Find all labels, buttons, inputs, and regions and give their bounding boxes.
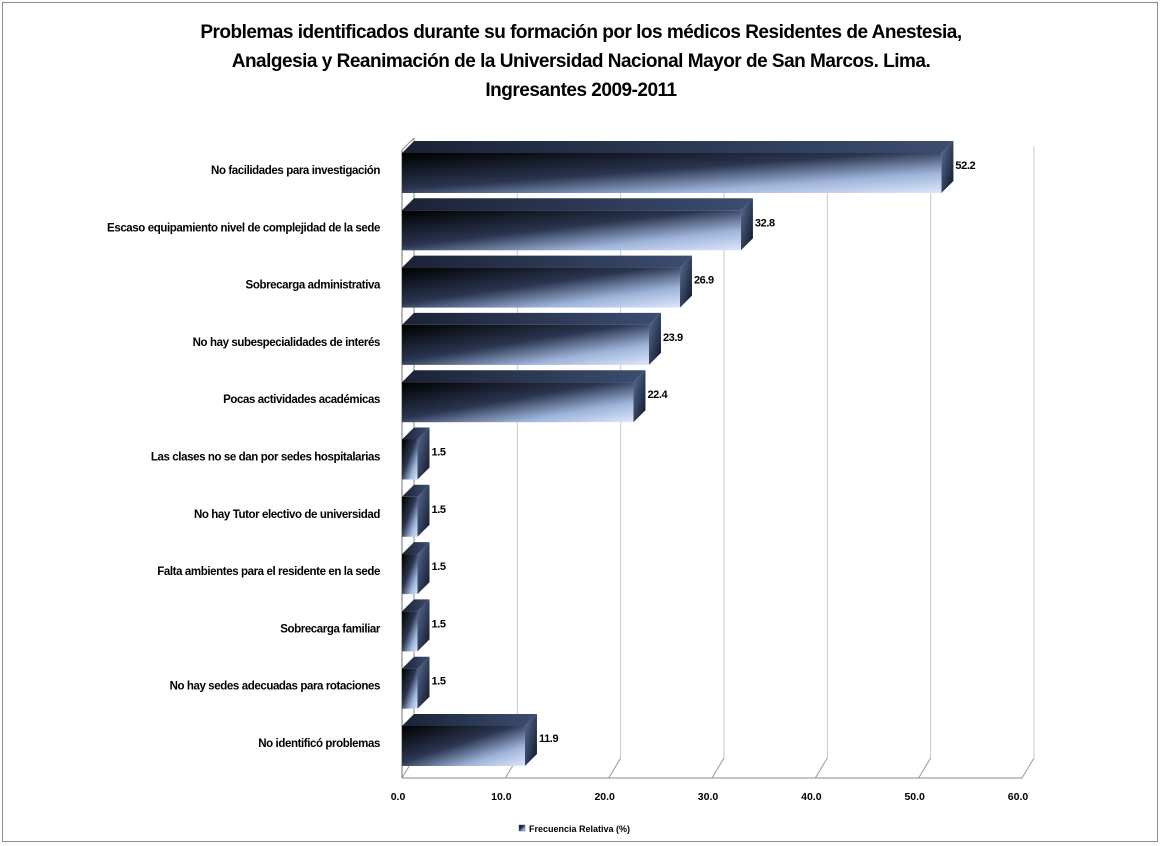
x-tick-label-0: 0.0 bbox=[391, 791, 406, 803]
category-label-2: Sobrecarga administrativa bbox=[246, 280, 381, 292]
value-label-5: 1.5 bbox=[432, 447, 446, 459]
floor-tick-4 bbox=[814, 757, 828, 779]
y-axis-depth-top bbox=[401, 137, 415, 151]
bar-top-4 bbox=[402, 370, 646, 383]
value-label-0: 52.2 bbox=[955, 160, 975, 172]
label-layer: 0.0 10.0 20.0 30.0 40.0 50.0 60.0 No facilidade… bbox=[107, 160, 1028, 803]
bar-8 bbox=[402, 611, 418, 652]
chart-title: Problemas identificados durante su forma… bbox=[0, 18, 1162, 105]
x-tick-label-2: 20.0 bbox=[594, 791, 615, 803]
value-label-8: 1.5 bbox=[432, 618, 446, 630]
category-label-5: Las clases no se dan por sedes hospitala… bbox=[151, 452, 380, 464]
category-label-7: Falta ambientes para el residente en la … bbox=[157, 566, 380, 578]
x-tick-label-1: 10.0 bbox=[491, 791, 512, 803]
value-label-4: 22.4 bbox=[647, 389, 668, 401]
bar-cap-10 bbox=[524, 714, 537, 766]
category-label-0: No facilidades para investigación bbox=[211, 165, 380, 177]
floor-tick-6 bbox=[1021, 757, 1035, 779]
x-tick-label-4: 40.0 bbox=[801, 791, 822, 803]
bar-top-2 bbox=[402, 255, 692, 268]
bar-cap-9 bbox=[417, 656, 430, 709]
chart-title-line-3: Ingresantes 2009-2011 bbox=[485, 80, 677, 101]
bar-cap-5 bbox=[417, 427, 430, 480]
value-label-6: 1.5 bbox=[432, 504, 446, 516]
value-label-1: 32.8 bbox=[755, 217, 775, 229]
floor-tick-2 bbox=[608, 757, 622, 779]
value-label-10: 11.9 bbox=[539, 733, 558, 745]
bar-top-7 bbox=[402, 542, 430, 555]
bar-6 bbox=[402, 496, 418, 537]
bar-top-1 bbox=[402, 198, 753, 211]
category-label-1: Escaso equipamiento nivel de complejidad… bbox=[107, 222, 380, 234]
bar-top-3 bbox=[402, 312, 661, 325]
bar-1 bbox=[402, 210, 741, 251]
bar-cap-3 bbox=[648, 312, 661, 365]
category-label-3: No hay subespecialidades de interés bbox=[193, 337, 380, 349]
x-tick-label-3: 30.0 bbox=[698, 791, 719, 803]
floor-tick-3 bbox=[711, 757, 725, 779]
floor-tick-5 bbox=[918, 757, 932, 779]
legend-label: Frecuencia Relativa (%) bbox=[529, 824, 630, 834]
x-tick-label-5: 50.0 bbox=[904, 791, 925, 803]
category-label-6: No hay Tutor electivo de universidad bbox=[194, 509, 380, 521]
chart-title-line-1: Problemas identificados durante su forma… bbox=[200, 22, 962, 43]
bar-layer bbox=[402, 141, 954, 766]
bar-cap-2 bbox=[679, 255, 692, 308]
bar-cap-7 bbox=[417, 542, 430, 595]
bar-3 bbox=[402, 324, 649, 365]
category-label-9: No hay sedes adecuadas para rotaciones bbox=[170, 681, 380, 693]
bar-5 bbox=[402, 439, 418, 480]
value-label-2: 26.9 bbox=[694, 275, 714, 287]
bar-cap-4 bbox=[633, 370, 646, 423]
bar-9 bbox=[402, 668, 418, 709]
value-label-9: 1.5 bbox=[432, 676, 446, 688]
bar-cap-1 bbox=[740, 198, 753, 251]
bar-top-0 bbox=[402, 141, 954, 153]
bar-top-6 bbox=[402, 484, 430, 497]
x-tick-label-6: 60.0 bbox=[1008, 791, 1029, 803]
bar-cap-6 bbox=[417, 484, 430, 537]
legend-swatch bbox=[518, 824, 526, 832]
bar-0 bbox=[402, 153, 942, 193]
category-label-10: No identificó problemas bbox=[258, 738, 380, 750]
bar-top-9 bbox=[402, 656, 430, 669]
bar-7 bbox=[402, 554, 418, 595]
value-label-7: 1.5 bbox=[432, 561, 446, 573]
bar-2 bbox=[402, 267, 680, 308]
bar-top-8 bbox=[402, 599, 430, 612]
value-label-3: 23.9 bbox=[663, 332, 683, 344]
bar-top-5 bbox=[402, 427, 430, 440]
category-label-4: Pocas actividades académicas bbox=[223, 394, 380, 406]
bar-top-10 bbox=[402, 714, 537, 726]
legend: Frecuencia Relativa (%) bbox=[518, 824, 630, 834]
chart-title-line-2: Analgesia y Reanimación de la Universida… bbox=[231, 51, 931, 72]
bar-cap-8 bbox=[417, 599, 430, 652]
bar-10 bbox=[402, 726, 525, 766]
bar-4 bbox=[402, 382, 634, 423]
bar-cap-0 bbox=[941, 141, 954, 193]
category-label-8: Sobrecarga familiar bbox=[280, 623, 381, 635]
